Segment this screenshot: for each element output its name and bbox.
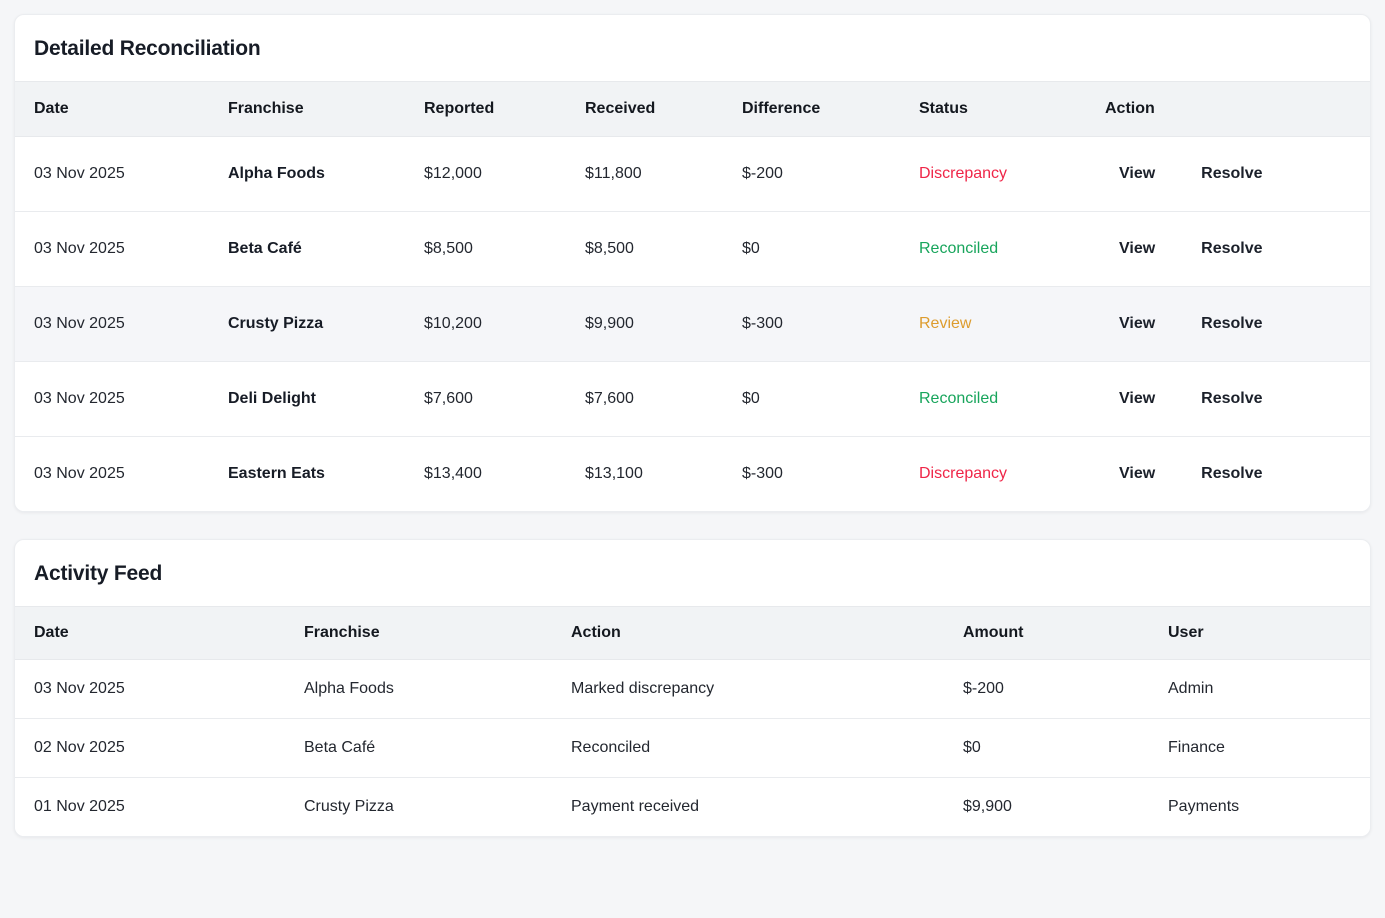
cell-difference: $0 [742, 240, 760, 257]
view-link[interactable]: View [1119, 390, 1156, 407]
column-header-franchise: Franchise [209, 81, 405, 137]
activity-title: Activity Feed [34, 562, 163, 585]
cell-franchise: Crusty Pizza [228, 315, 324, 332]
cell-user: Admin [1168, 680, 1214, 697]
status-badge: Discrepancy [919, 465, 1008, 482]
cell-received: $13,100 [585, 465, 643, 482]
cell-franchise: Beta Café [228, 240, 302, 257]
cell-reported: $10,200 [424, 315, 482, 332]
cell-received: $11,800 [585, 165, 642, 182]
column-header-action: Action [552, 606, 944, 660]
cell-date: 03 Nov 2025 [34, 165, 125, 182]
view-link[interactable]: View [1119, 315, 1156, 332]
cell-action: Reconciled [571, 739, 651, 756]
view-link[interactable]: View [1119, 240, 1156, 257]
column-header-franchise: Franchise [285, 606, 552, 660]
table-row: 03 Nov 2025 Alpha Foods Marked discrepan… [15, 659, 1370, 719]
cell-reported: $13,400 [424, 465, 482, 482]
detailed-reconciliation-card: Detailed Reconciliation Date Franchise R… [14, 14, 1371, 512]
table-row: 01 Nov 2025 Crusty Pizza Payment receive… [15, 777, 1370, 836]
status-badge: Discrepancy [919, 165, 1008, 182]
activity-table: Date Franchise Action Amount User 03 Nov… [15, 606, 1370, 836]
column-header-date: Date [15, 606, 285, 660]
cell-difference: $0 [742, 390, 760, 407]
view-link[interactable]: View [1119, 165, 1156, 182]
cell-franchise: Beta Café [304, 739, 376, 756]
cell-date: 03 Nov 2025 [34, 240, 125, 257]
cell-user: Finance [1168, 739, 1225, 756]
reconciliation-title: Detailed Reconciliation [34, 37, 261, 60]
column-header-date: Date [15, 81, 209, 137]
cell-amount: $0 [963, 739, 981, 756]
status-badge: Review [919, 315, 972, 332]
column-header-difference: Difference [723, 81, 900, 137]
reconciliation-table: Date Franchise Reported Received Differe… [15, 81, 1370, 511]
cell-franchise: Alpha Foods [304, 680, 394, 697]
resolve-link[interactable]: Resolve [1201, 165, 1263, 182]
cell-reported: $7,600 [424, 390, 473, 407]
activity-feed-card: Activity Feed Date Franchise Action Amou… [14, 539, 1371, 837]
column-header-received: Received [566, 81, 723, 137]
cell-franchise: Eastern Eats [228, 465, 325, 482]
cell-difference: $-300 [742, 465, 783, 482]
cell-franchise: Crusty Pizza [304, 798, 394, 815]
column-header-action: Action [1086, 81, 1370, 137]
cell-franchise: Alpha Foods [228, 165, 325, 182]
cell-difference: $-200 [742, 165, 783, 182]
cell-reported: $8,500 [424, 240, 473, 257]
cell-date: 01 Nov 2025 [34, 798, 125, 815]
resolve-link[interactable]: Resolve [1201, 390, 1263, 407]
table-row: 03 Nov 2025 Beta Café $8,500 $8,500 $0 R… [15, 211, 1370, 287]
column-header-reported: Reported [405, 81, 566, 137]
activity-header-row: Date Franchise Action Amount User [15, 606, 1370, 660]
cell-amount: $-200 [963, 680, 1004, 697]
cell-date: 03 Nov 2025 [34, 680, 125, 697]
cell-date: 02 Nov 2025 [34, 739, 125, 756]
table-row: 02 Nov 2025 Beta Café Reconciled $0 Fina… [15, 718, 1370, 778]
cell-action: Payment received [571, 798, 700, 815]
cell-date: 03 Nov 2025 [34, 390, 125, 407]
reconciliation-header-row: Date Franchise Reported Received Differe… [15, 81, 1370, 137]
cell-received: $8,500 [585, 240, 634, 257]
table-row: 03 Nov 2025 Crusty Pizza $10,200 $9,900 … [15, 286, 1370, 362]
view-link[interactable]: View [1119, 465, 1156, 482]
cell-date: 03 Nov 2025 [34, 315, 125, 332]
table-row: 03 Nov 2025 Eastern Eats $13,400 $13,100… [15, 436, 1370, 511]
cell-received: $9,900 [585, 315, 634, 332]
column-header-amount: Amount [944, 606, 1149, 660]
cell-date: 03 Nov 2025 [34, 465, 125, 482]
cell-received: $7,600 [585, 390, 634, 407]
status-badge: Reconciled [919, 390, 999, 407]
cell-difference: $-300 [742, 315, 783, 332]
cell-franchise: Deli Delight [228, 390, 317, 407]
resolve-link[interactable]: Resolve [1201, 240, 1263, 257]
cell-user: Payments [1168, 798, 1240, 815]
cell-reported: $12,000 [424, 165, 482, 182]
resolve-link[interactable]: Resolve [1201, 465, 1263, 482]
column-header-user: User [1149, 606, 1370, 660]
column-header-status: Status [900, 81, 1086, 137]
table-row: 03 Nov 2025 Alpha Foods $12,000 $11,800 … [15, 136, 1370, 212]
status-badge: Reconciled [919, 240, 999, 257]
cell-amount: $9,900 [963, 798, 1012, 815]
resolve-link[interactable]: Resolve [1201, 315, 1263, 332]
cell-action: Marked discrepancy [571, 680, 715, 697]
table-row: 03 Nov 2025 Deli Delight $7,600 $7,600 $… [15, 361, 1370, 437]
